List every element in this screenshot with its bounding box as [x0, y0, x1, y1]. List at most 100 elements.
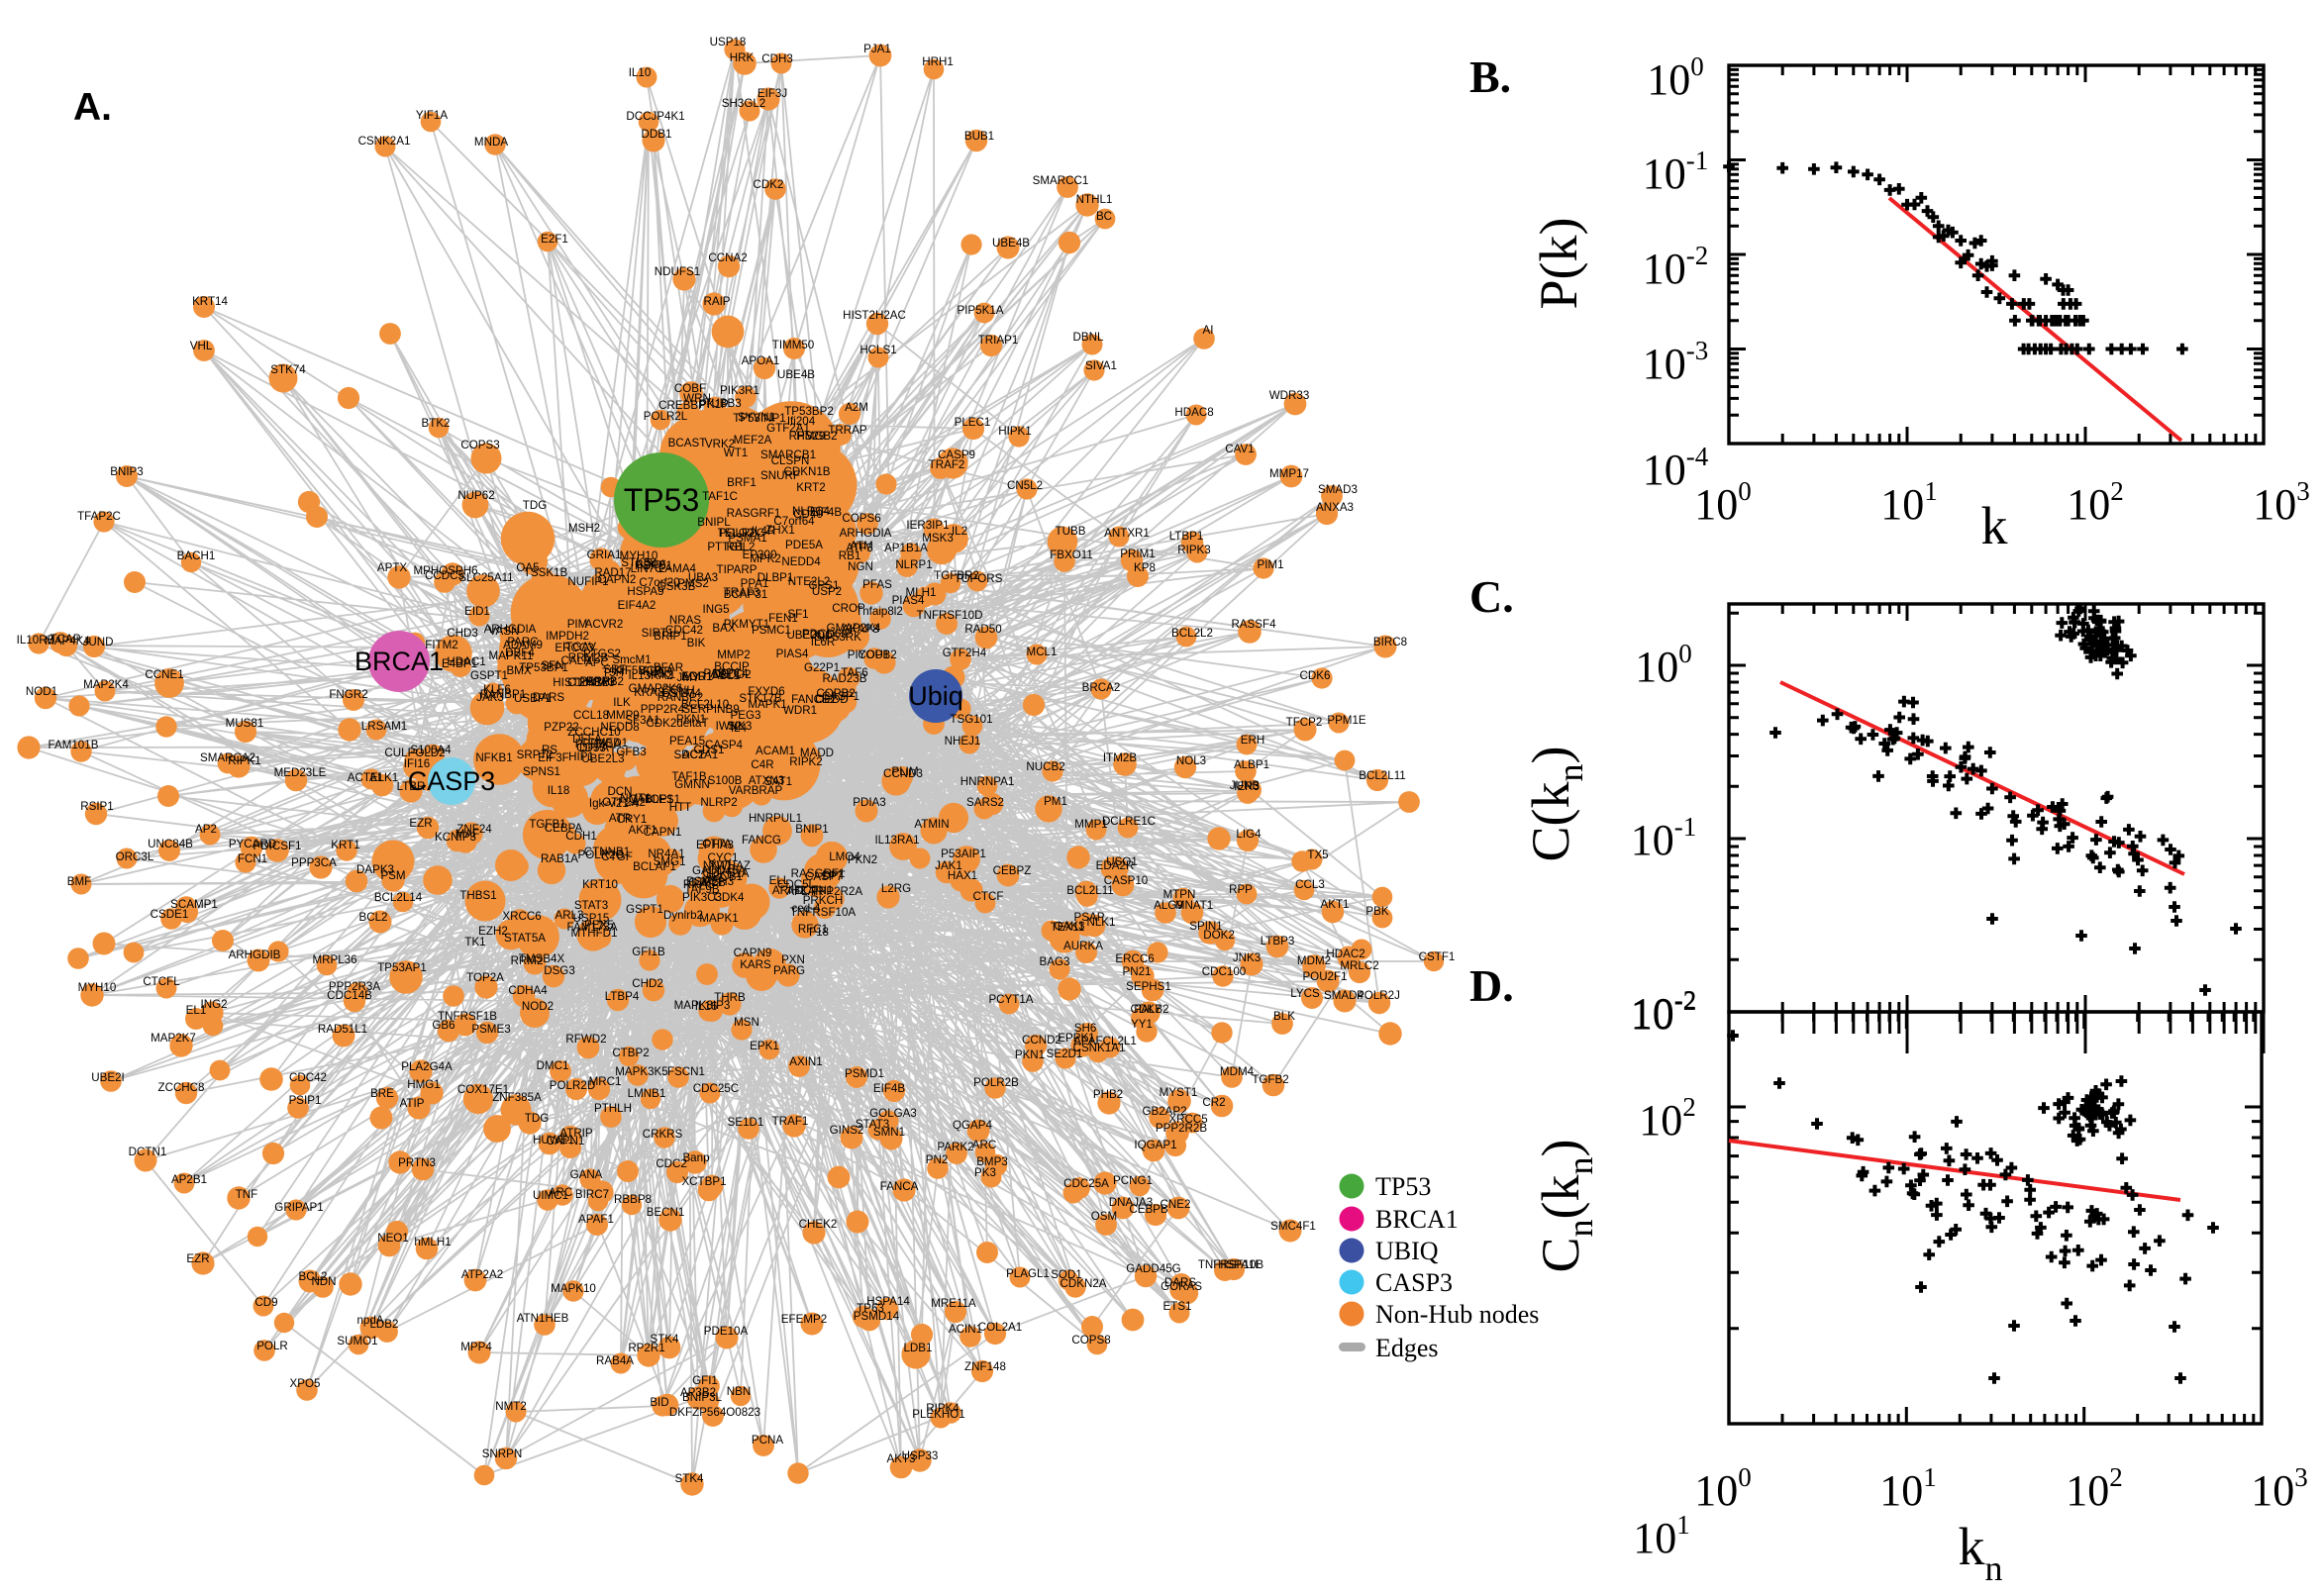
- svg-text:PIM1: PIM1: [1257, 558, 1283, 571]
- svg-text:PIM: PIM: [567, 618, 588, 631]
- svg-text:ARHGDIA: ARHGDIA: [840, 527, 892, 540]
- svg-text:NUFIP1: NUFIP1: [567, 575, 608, 588]
- svg-text:PSME3: PSME3: [471, 1023, 510, 1036]
- svg-text:ABCB1: ABCB1: [705, 870, 743, 883]
- svg-text:CAPN9: CAPN9: [734, 947, 772, 959]
- svg-text:CSNK1A1: CSNK1A1: [1073, 1042, 1126, 1054]
- svg-text:PSAP: PSAP: [1074, 911, 1105, 924]
- svg-text:CAV1: CAV1: [1225, 443, 1254, 455]
- svg-text:CASP3: CASP3: [1375, 1268, 1453, 1297]
- svg-text:Edges: Edges: [1375, 1334, 1439, 1362]
- svg-text:BCL2: BCL2: [298, 1270, 327, 1283]
- svg-text:UBE4B: UBE4B: [777, 368, 815, 381]
- svg-text:PALB2: PALB2: [1134, 1003, 1168, 1016]
- svg-text:HTT: HTT: [669, 801, 692, 814]
- svg-text:CHEK2: CHEK2: [799, 1218, 838, 1231]
- svg-text:IQGAP1: IQGAP1: [1134, 1139, 1176, 1151]
- svg-text:PBK: PBK: [1365, 905, 1388, 918]
- svg-text:KCNIP3: KCNIP3: [435, 831, 476, 844]
- svg-text:TNFRSF10D: TNFRSF10D: [917, 609, 983, 622]
- svg-text:PZP22: PZP22: [544, 721, 578, 734]
- svg-text:RANBP1: RANBP1: [480, 688, 526, 701]
- svg-text:EFEMP2: EFEMP2: [781, 1313, 827, 1326]
- svg-text:SRP72: SRP72: [517, 748, 554, 761]
- svg-text:LTBP1: LTBP1: [1169, 530, 1204, 543]
- svg-text:SIVA1: SIVA1: [1085, 359, 1117, 372]
- svg-text:MRC1: MRC1: [589, 1075, 622, 1088]
- svg-text:HIP1: HIP1: [568, 750, 594, 763]
- svg-text:GORAS: GORAS: [1161, 1280, 1202, 1293]
- svg-text:PSM: PSM: [380, 869, 405, 882]
- svg-text:MSK3: MSK3: [922, 532, 954, 545]
- svg-text:TGFBR2: TGFBR2: [934, 569, 979, 582]
- svg-text:DOK2: DOK2: [1203, 929, 1235, 942]
- svg-text:CAPN1: CAPN1: [644, 826, 682, 839]
- svg-text:SH3GL2: SH3GL2: [722, 97, 765, 110]
- svg-text:CCNH: CCNH: [661, 684, 695, 697]
- svg-text:DARS: DARS: [1164, 1276, 1196, 1289]
- svg-text:FNGR2: FNGR2: [329, 688, 367, 701]
- svg-text:BFAR: BFAR: [654, 661, 683, 674]
- svg-text:DCLRE1C: DCLRE1C: [1102, 815, 1156, 828]
- svg-text:NMT1: NMT1: [620, 792, 652, 805]
- svg-text:MAPK11: MAPK11: [489, 649, 534, 662]
- svg-text:JUNB: JUNB: [1230, 779, 1261, 792]
- svg-text:OAK3: OAK3: [1055, 920, 1085, 933]
- svg-text:UBIQ: UBIQ: [1375, 1237, 1439, 1265]
- svg-text:ARC: ARC: [972, 1139, 996, 1151]
- svg-text:Dynlrb2: Dynlrb2: [663, 909, 703, 922]
- svg-text:GRIA1: GRIA1: [587, 549, 622, 561]
- svg-text:BID: BID: [650, 1396, 668, 1409]
- svg-text:SRF: SRF: [603, 663, 626, 676]
- svg-text:CAPN1: CAPN1: [547, 1135, 585, 1147]
- svg-text:GB2AP2: GB2AP2: [1142, 1105, 1186, 1118]
- svg-text:IL13RA1: IL13RA1: [874, 834, 919, 847]
- svg-text:BACH1: BACH1: [177, 549, 216, 562]
- svg-text:TX5: TX5: [1307, 848, 1328, 861]
- svg-text:MAPK3K5: MAPK3K5: [615, 1065, 668, 1078]
- svg-text:ARIH2: ARIH2: [772, 884, 806, 897]
- svg-text:WDR33: WDR33: [1269, 389, 1310, 402]
- svg-text:GADD45G: GADD45G: [1126, 1262, 1180, 1275]
- svg-text:CDC5L: CDC5L: [777, 878, 816, 891]
- svg-text:TP53BP1: TP53BP1: [519, 661, 568, 674]
- svg-text:HDAC2: HDAC2: [1326, 948, 1364, 960]
- svg-text:PARP2: PARP2: [579, 675, 616, 688]
- svg-text:CLSPN: CLSPN: [771, 454, 810, 467]
- svg-text:CSTF1: CSTF1: [1419, 950, 1456, 963]
- svg-text:LYCS: LYCS: [1290, 987, 1320, 1000]
- svg-text:TMSB4X: TMSB4X: [519, 952, 565, 965]
- svg-text:DCTN1: DCTN1: [795, 884, 834, 897]
- svg-text:PSMA1: PSMA1: [728, 532, 766, 545]
- svg-text:EGR1: EGR1: [681, 670, 713, 683]
- svg-text:VCP: VCP: [639, 664, 662, 677]
- svg-text:HIPK1: HIPK1: [998, 425, 1032, 438]
- svg-text:BNIPL: BNIPL: [697, 516, 731, 529]
- svg-text:GB6: GB6: [432, 1019, 454, 1032]
- svg-text:USP15: USP15: [573, 912, 610, 925]
- svg-text:GSTM4: GSTM4: [661, 687, 701, 700]
- svg-text:F18: F18: [809, 926, 829, 939]
- svg-text:UBE2L3: UBE2L3: [581, 752, 624, 765]
- svg-text:KRAS: KRAS: [634, 686, 665, 699]
- svg-text:NLK1: NLK1: [1086, 916, 1115, 929]
- svg-text:PSML: PSML: [686, 875, 718, 888]
- svg-text:MADD: MADD: [800, 747, 834, 759]
- svg-text:MAPK10: MAPK10: [551, 1282, 596, 1295]
- svg-text:BRCA2: BRCA2: [1082, 681, 1121, 694]
- svg-text:PMS2: PMS2: [677, 577, 709, 590]
- svg-text:SFN: SFN: [541, 659, 563, 672]
- svg-text:MYST1: MYST1: [1160, 1086, 1198, 1099]
- svg-text:TP53: TP53: [1375, 1172, 1431, 1201]
- svg-text:103: 103: [2253, 476, 2310, 529]
- svg-text:CDC42: CDC42: [289, 1071, 327, 1084]
- svg-text:MAF: MAF: [455, 828, 479, 841]
- svg-text:SNRPN: SNRPN: [482, 1447, 523, 1460]
- svg-text:PCNA: PCNA: [752, 1434, 783, 1446]
- svg-text:MED23LE: MED23LE: [274, 766, 327, 779]
- svg-text:PDIA3: PDIA3: [853, 796, 886, 809]
- svg-text:CDK2deltaT: CDK2deltaT: [646, 717, 708, 730]
- svg-text:PEX5: PEX5: [584, 919, 614, 932]
- svg-text:SUMO1: SUMO1: [337, 1335, 377, 1347]
- svg-text:TK1: TK1: [464, 936, 485, 948]
